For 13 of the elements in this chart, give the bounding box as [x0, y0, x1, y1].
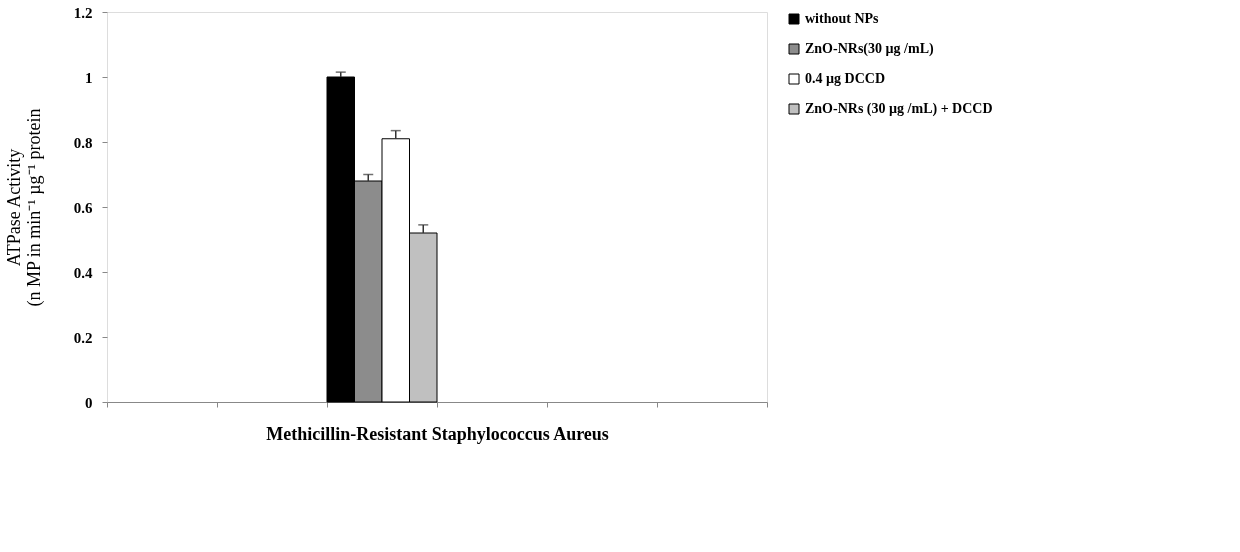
y-tick-label: 0.4 — [73, 264, 93, 281]
y-axis-title: ATPase Activity (n MP in min⁻¹ µg⁻¹ protein — [3, 108, 45, 307]
y-tick-label: 0.8 — [73, 134, 93, 151]
y-tick-label: 0 — [85, 394, 93, 411]
y-tick-label: 0.6 — [73, 199, 93, 216]
y-tick-label: 0.2 — [73, 329, 93, 346]
legend-label: ZnO-NRs (30 µg /mL) + DCCD — [805, 101, 993, 117]
legend-label: ZnO-NRs(30 µg /mL) — [805, 41, 934, 57]
legend-label: without NPs — [805, 11, 880, 26]
y-tick-label: 1 — [85, 69, 93, 86]
y-tick-label: 1.2 — [73, 4, 93, 21]
legend-label: 0.4 µg DCCD — [805, 71, 886, 86]
x-axis-title: Methicillin-Resistant Staphylococcus Aureus — [266, 424, 609, 444]
